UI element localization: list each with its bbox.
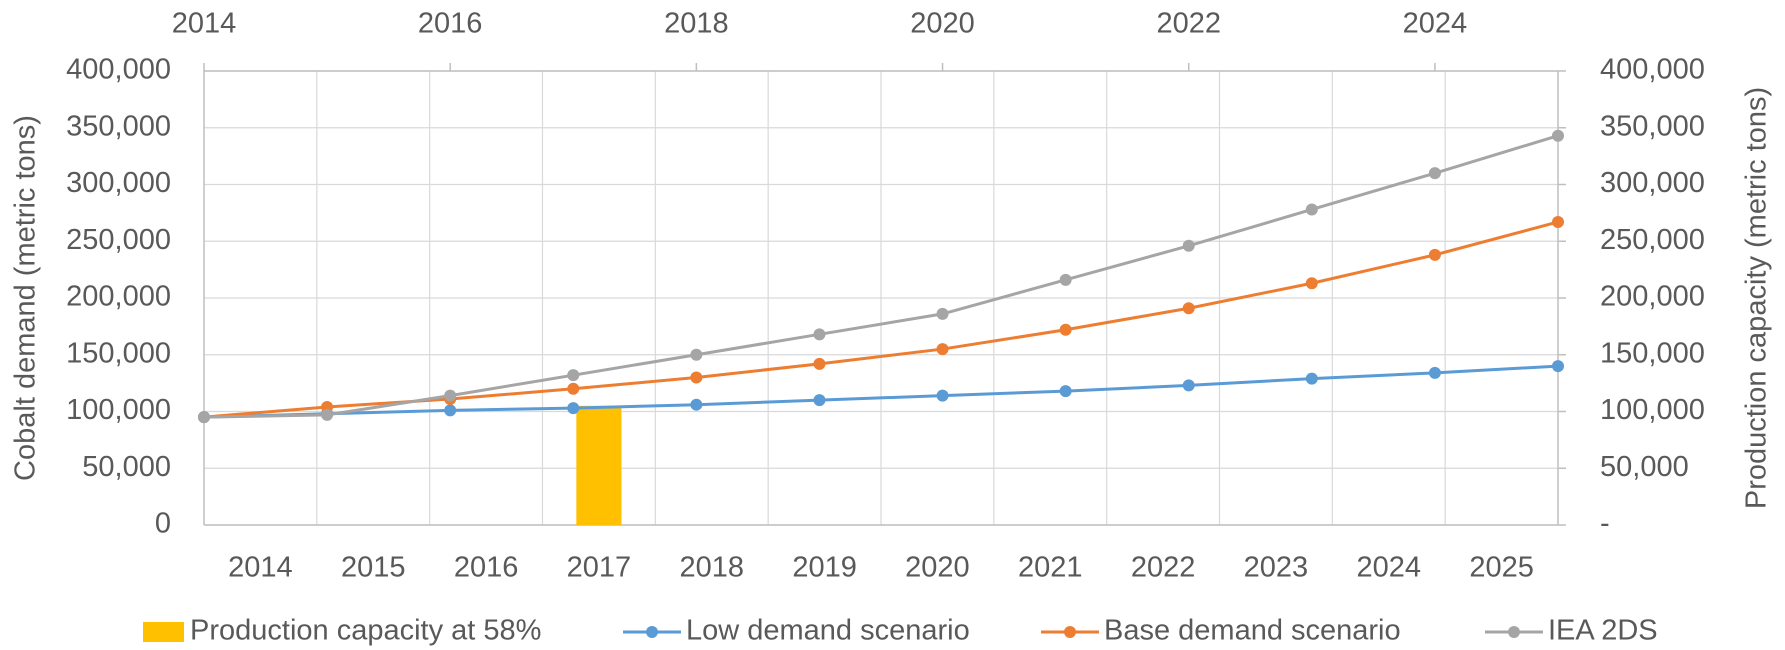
y2-tick-label: 150,000: [1600, 337, 1705, 369]
marker: [1552, 215, 1564, 228]
x-tick-label: 2022: [1131, 552, 1196, 584]
marker: [1305, 203, 1318, 216]
legend-label: Production capacity at 58%: [190, 615, 541, 647]
legend-marker: [1064, 626, 1076, 638]
marker: [567, 382, 580, 395]
marker: [1428, 366, 1441, 379]
marker: [1182, 379, 1195, 392]
x-tick-label: 2019: [792, 552, 857, 584]
marker: [198, 411, 210, 424]
y2-tick-label: 400,000: [1600, 54, 1705, 86]
y-axis-title: Cobalt demand (metric tons): [10, 115, 42, 481]
y2-tick-label: 200,000: [1600, 281, 1705, 313]
marker: [690, 348, 703, 361]
y-tick-label: 200,000: [66, 281, 171, 313]
marker: [1059, 323, 1072, 336]
marker: [1552, 360, 1564, 373]
marker: [936, 307, 949, 320]
legend-label: IEA 2DS: [1548, 615, 1658, 647]
y2-tick-label: 300,000: [1600, 167, 1705, 199]
x2-tick-label: 2014: [172, 8, 237, 40]
x-tick-label: 2023: [1244, 552, 1309, 584]
y-tick-label: 400,000: [66, 54, 171, 86]
x2-tick-label: 2022: [1156, 8, 1221, 40]
x-tick-label: 2018: [679, 552, 744, 584]
y-tick-label: 50,000: [82, 451, 171, 483]
line: [203, 134, 1559, 419]
marker: [690, 398, 703, 411]
x-tick-label: 2020: [905, 552, 970, 584]
marker: [1552, 129, 1564, 142]
legend-marker: [1508, 626, 1520, 638]
y-tick-label: 0: [155, 508, 171, 540]
x-tick-label: 2016: [454, 552, 519, 584]
x-tick-label: 2024: [1356, 552, 1421, 584]
y-tick-label: 250,000: [66, 224, 171, 256]
legend-label: Base demand scenario: [1104, 615, 1401, 647]
marker: [1182, 302, 1195, 315]
y2-tick-label: 100,000: [1600, 394, 1705, 426]
x-tick-label: 2025: [1469, 552, 1534, 584]
marker: [813, 357, 826, 370]
y-tick-label: 350,000: [66, 110, 171, 142]
y2-tick-label: 350,000: [1600, 110, 1705, 142]
x-tick-label: 2014: [228, 552, 293, 584]
marker: [1182, 239, 1195, 252]
marker: [444, 404, 457, 417]
marker: [690, 371, 703, 384]
marker: [1059, 385, 1072, 398]
marker: [936, 343, 949, 356]
y-tick-label: 300,000: [66, 167, 171, 199]
x2-tick-label: 2024: [1403, 8, 1468, 40]
marker: [567, 402, 580, 415]
y-tick-label: 100,000: [66, 394, 171, 426]
x2-tick-label: 2020: [910, 8, 975, 40]
marker: [1059, 273, 1072, 286]
legend-marker: [646, 626, 658, 638]
x-tick-label: 2021: [1018, 552, 1083, 584]
marker: [1305, 277, 1318, 290]
x-tick-label: 2017: [567, 552, 632, 584]
x-tick-label: 2015: [341, 552, 406, 584]
marker: [1305, 372, 1318, 385]
marker: [936, 389, 949, 402]
bar: [576, 405, 622, 525]
y2-tick-label: 250,000: [1600, 224, 1705, 256]
legend-swatch: [143, 622, 184, 642]
marker: [444, 389, 457, 402]
y2-tick-label: -: [1600, 508, 1610, 540]
marker: [1428, 248, 1441, 261]
x2-tick-label: 2016: [418, 8, 483, 40]
legend-label: Low demand scenario: [686, 615, 970, 647]
x2-tick-label: 2018: [664, 8, 729, 40]
marker: [1428, 167, 1441, 180]
marker: [813, 394, 826, 407]
y2-tick-label: 50,000: [1600, 451, 1689, 483]
marker: [321, 408, 334, 421]
line: [203, 364, 1559, 419]
y2-axis-title: Production capacity (metric tons): [1741, 87, 1773, 509]
marker: [813, 328, 826, 341]
y-tick-label: 150,000: [66, 337, 171, 369]
marker: [567, 369, 580, 382]
